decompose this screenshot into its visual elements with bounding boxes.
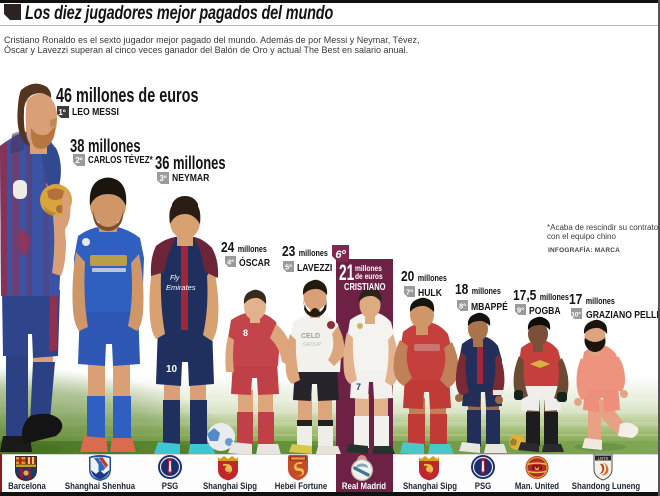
svg-text:10º: 10º	[571, 312, 581, 319]
svg-text:10: 10	[166, 364, 178, 375]
svg-text:7: 7	[356, 382, 361, 392]
svg-text:5º: 5º	[285, 263, 292, 272]
svg-text:1º: 1º	[58, 108, 65, 117]
svg-text:2º: 2º	[75, 156, 82, 165]
svg-text:8: 8	[243, 328, 248, 338]
svg-text:9º: 9º	[517, 306, 524, 315]
svg-text:7º: 7º	[406, 288, 413, 297]
svg-text:Emirates: Emirates	[166, 283, 196, 292]
svg-text:8º: 8º	[459, 302, 466, 311]
svg-text:6º: 6º	[335, 249, 346, 261]
svg-text:CELD: CELD	[301, 333, 320, 340]
svg-text:Fly: Fly	[170, 275, 180, 282]
svg-text:3º: 3º	[159, 174, 166, 183]
svg-text:4º: 4º	[227, 258, 234, 267]
svg-text:LNTS: LNTS	[598, 456, 609, 461]
svg-text:GROUP: GROUP	[303, 342, 322, 348]
